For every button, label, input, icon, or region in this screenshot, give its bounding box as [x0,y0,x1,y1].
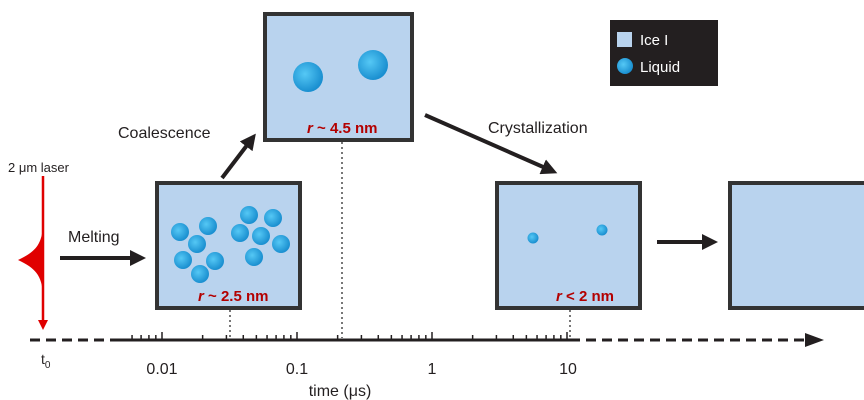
axis-label: time (μs) [309,383,372,400]
tick-label: 0.1 [286,361,308,378]
laser-label: 2 μm laser [8,160,70,175]
figure: t0 0.01 0.1 1 10 time (μs) 2 μm laser Me… [0,0,864,400]
radius-label: r ~ 2.5 nm [198,288,268,305]
tick-label: 1 [428,361,437,378]
step-label: Crystallization [488,120,588,137]
laser-pulse [18,176,43,325]
tick-label: 10 [559,361,577,378]
box [730,183,864,308]
legend: Ice I Liquid [610,20,718,86]
radius-label: r ~ 4.5 nm [307,120,377,137]
t0-label: t0 [41,351,51,371]
radius-label: r < 2 nm [556,288,614,305]
step-label: Melting [68,229,120,246]
legend-entry: Ice I [640,32,668,49]
tick-label: 0.01 [146,361,177,378]
time-axis [30,332,824,347]
arrow [222,140,251,178]
step-label: Coalescence [118,125,211,142]
legend-entry: Liquid [640,59,680,76]
